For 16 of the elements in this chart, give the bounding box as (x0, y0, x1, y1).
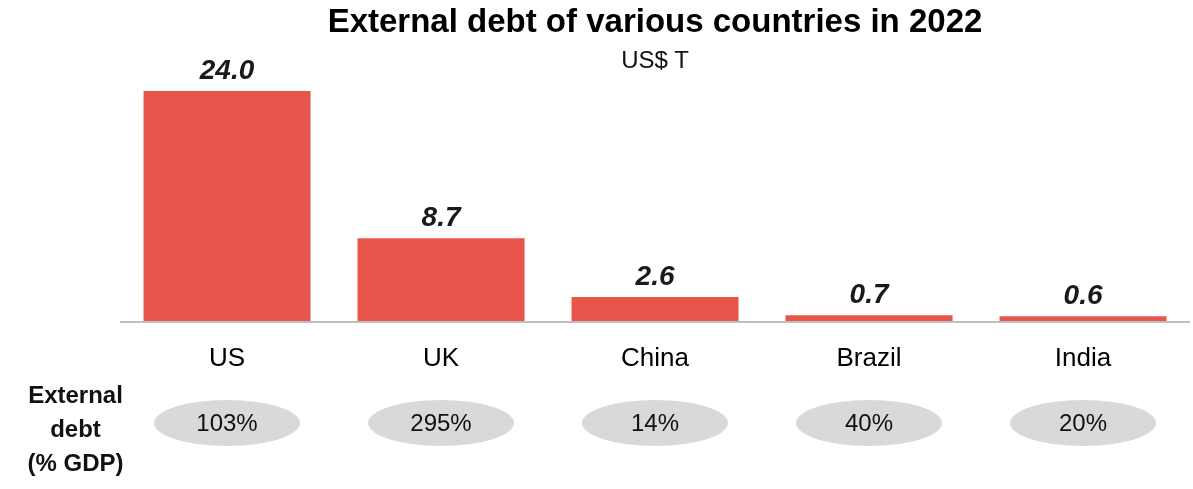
bar (143, 91, 311, 322)
text: External debt (% GDP) (26, 380, 125, 478)
bar (357, 238, 525, 322)
data-label: 2.6 (634, 259, 675, 291)
chart-title: External debt of various countries in 2022 (326, 2, 984, 40)
data-label: 0.6 (1063, 279, 1103, 311)
data-label: 0.7 (849, 278, 890, 310)
x-tick-label: China (621, 342, 690, 373)
x-tick-label: US (208, 342, 246, 373)
x-tick-label: India (1054, 342, 1112, 373)
bar (571, 296, 739, 322)
x-tick-label: Brazil (836, 342, 902, 373)
data-label: 8.7 (421, 201, 462, 233)
data-label: 24.0 (198, 54, 255, 85)
chart-subtitle: US$ T (621, 46, 689, 73)
x-tick-label: UK (422, 342, 460, 373)
